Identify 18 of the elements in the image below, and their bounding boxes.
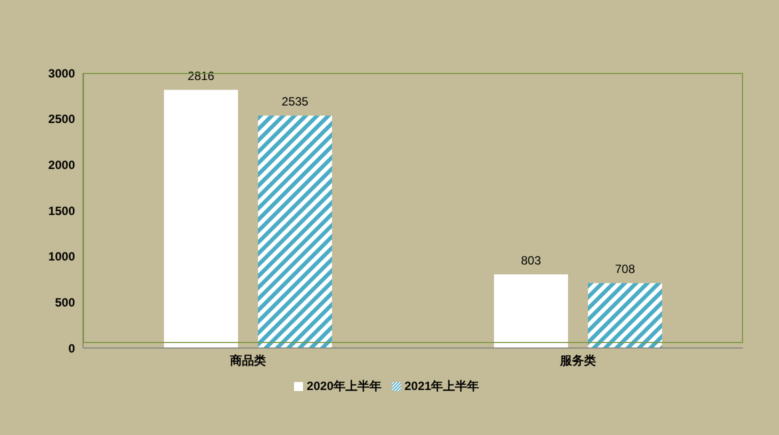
y-tick-label: 2000 xyxy=(48,158,76,172)
bar xyxy=(588,283,662,348)
data-label: 708 xyxy=(614,262,636,276)
bar xyxy=(494,274,568,348)
x-tick-label: 服务类 xyxy=(559,354,596,368)
y-tick-label: 2500 xyxy=(48,112,76,126)
legend-label: 2021年上半年 xyxy=(404,379,480,393)
bar xyxy=(258,116,332,348)
y-tick-label: 1000 xyxy=(48,250,76,264)
data-label: 803 xyxy=(520,253,542,268)
x-tick-label: 商品类 xyxy=(229,354,266,368)
legend-label: 2020年上半年 xyxy=(306,379,382,393)
y-tick-label: 3000 xyxy=(48,66,76,80)
y-tick-label: 500 xyxy=(54,295,76,310)
data-label: 2535 xyxy=(282,94,309,109)
bar xyxy=(164,90,238,348)
y-tick-label: 0 xyxy=(68,341,76,356)
y-tick-label: 1500 xyxy=(48,204,76,218)
